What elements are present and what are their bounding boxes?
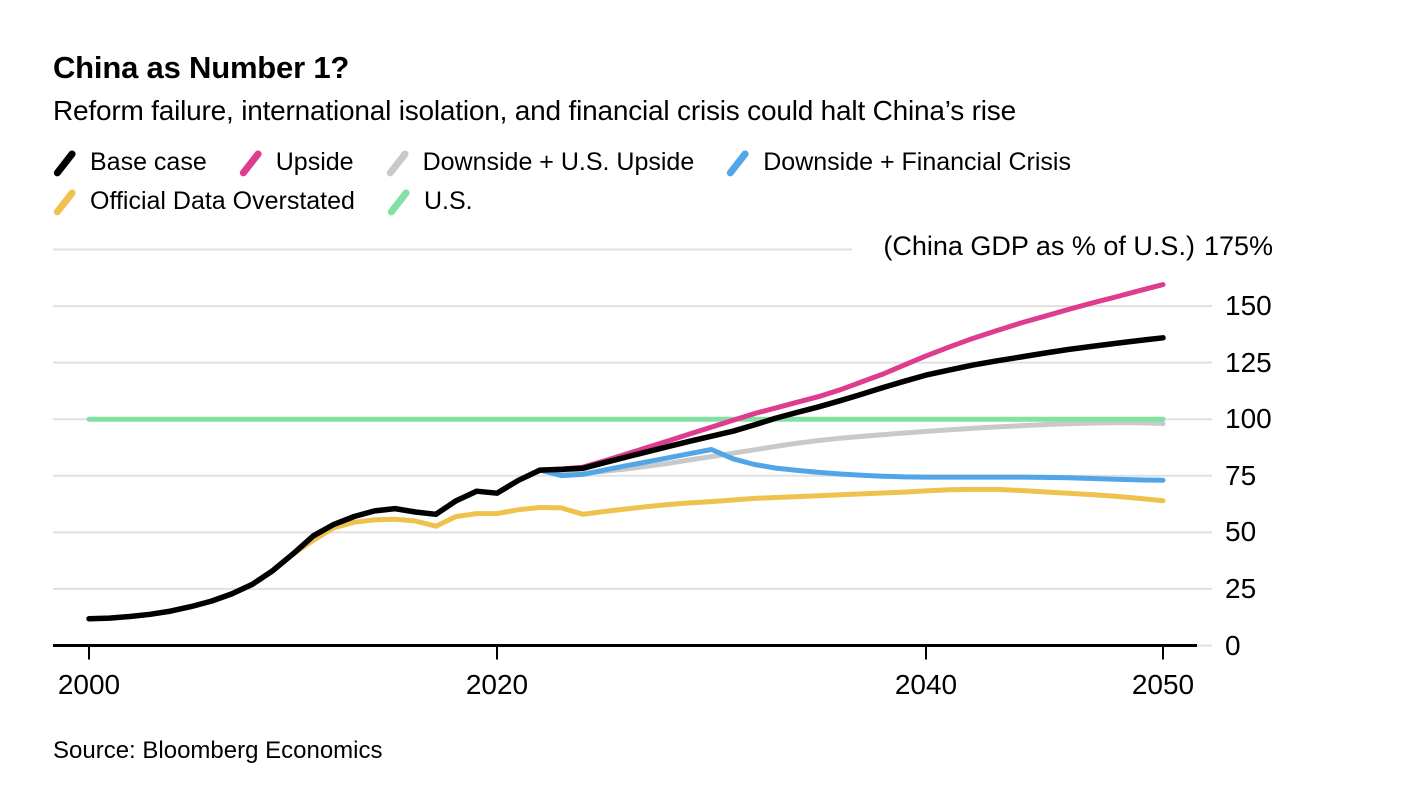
legend-slash-icon-downside-u-s-upside: [384, 148, 410, 178]
series-line-downside-financial-crisis: [537, 447, 1166, 483]
series-line-base-case: [86, 335, 1166, 622]
y-axis-top-tick-label: 175%: [1203, 231, 1273, 261]
x-axis-tick-label-2050: 2050: [1131, 669, 1195, 700]
legend-label: Downside + Financial Crisis: [763, 148, 1071, 176]
legend-label: Base case: [90, 148, 207, 176]
legend-item-upside: Upside: [238, 148, 354, 178]
x-axis-tick-label-2020: 2020: [465, 669, 529, 700]
legend-item-downside-financial-crisis: Downside + Financial Crisis: [725, 148, 1071, 178]
legend-item-u-s: U.S.: [386, 187, 473, 217]
legend-label: U.S.: [423, 187, 473, 215]
y-axis-tick-label-25: 25: [1225, 572, 1257, 604]
legend-item-downside-u-s-upside: Downside + U.S. Upside: [384, 148, 695, 178]
legend-slash-icon-official-data-overstated: [52, 187, 77, 217]
legend-item-official-data-overstated: Official Data Overstated: [52, 187, 355, 217]
y-axis-tick-label-125: 125: [1225, 346, 1272, 378]
y-axis-tick-label-75: 75: [1225, 459, 1257, 491]
y-axis-tick-label-0: 0: [1225, 629, 1241, 661]
legend-slash-bar: [52, 148, 77, 177]
chart-title: China as Number 1?: [53, 50, 350, 85]
source-note: Source: Bloomberg Economics: [53, 737, 383, 764]
legend-slash-icon-u-s: [386, 187, 411, 217]
legend-label: Upside: [275, 148, 354, 176]
legend-slash-bar: [384, 148, 410, 177]
legend-row-1: Base case Upside Downside + U.S. Upside Dow…: [52, 144, 1386, 181]
legend-label: Official Data Overstated: [90, 187, 355, 215]
y-axis-tick-label-150: 150: [1225, 290, 1272, 322]
legend-slash-icon-base-case: [52, 148, 77, 178]
y-axis-tick-label-50: 50: [1225, 516, 1257, 548]
x-axis-tick-label-2040: 2040: [894, 669, 958, 700]
chart-legend: Base case Upside Downside + U.S. Upside Dow…: [52, 144, 1386, 220]
legend-slash-icon-downside-financial-crisis: [725, 148, 750, 178]
x-axis-tick-label-2000: 2000: [57, 669, 121, 700]
legend-slash-bar: [386, 187, 411, 216]
y-axis-unit-text: (China GDP as % of U.S.): [883, 231, 1195, 261]
legend-slash-bar: [52, 187, 77, 216]
legend-row-2: Official Data Overstated U.S.: [52, 183, 1386, 220]
y-axis-unit-label: (China GDP as % of U.S.) 175%: [0, 231, 1273, 261]
legend-slash-bar: [238, 148, 263, 177]
legend-label: Downside + U.S. Upside: [422, 148, 695, 176]
series-line-official-data-overstated: [290, 486, 1166, 557]
series-line-downside-u-s-upside: [537, 420, 1166, 477]
series-line-upside: [537, 282, 1166, 473]
chart-subtitle: Reform failure, international isolation,…: [53, 95, 1016, 126]
legend-slash-icon-upside: [238, 148, 263, 178]
legend-slash-bar: [725, 148, 750, 177]
legend-item-base-case: Base case: [52, 148, 207, 178]
y-axis-tick-label-100: 100: [1225, 403, 1272, 435]
